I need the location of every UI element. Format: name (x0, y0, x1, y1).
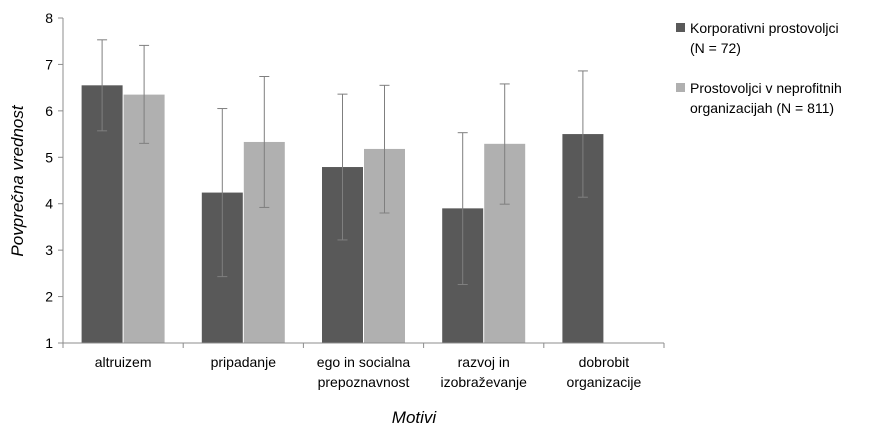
x-tick-label: razvoj in izobraževanje (441, 354, 528, 390)
x-tick-label: dobrobit organizacije (567, 354, 642, 390)
y-axis: 1 2 3 4 5 6 7 8 (45, 10, 64, 351)
legend-label: Korporativni prostovoljci (690, 20, 839, 36)
legend-item: Korporativni prostovoljci (N = 72) (676, 18, 876, 58)
x-tick-label: pripadanje (211, 354, 277, 370)
legend-item: Prostovoljci v neprofitnih organizacijah … (676, 78, 876, 118)
y-tick-label: 5 (45, 149, 53, 165)
y-tick-label: 7 (45, 56, 53, 72)
y-tick-label: 3 (45, 242, 53, 258)
x-axis: altruizem pripadanje ego in socialna prepoz… (62, 342, 665, 390)
legend-label: Prostovoljci v neprofitnih (690, 80, 842, 96)
y-tick-label: 1 (45, 335, 53, 351)
y-axis-title: Povprečna vrednost (8, 104, 27, 256)
x-axis-title: Motivi (392, 408, 438, 427)
x-tick-label: ego in socialna prepoznavnost (317, 354, 411, 390)
legend-swatch (676, 23, 685, 32)
x-tick-label: altruizem (95, 354, 152, 370)
y-tick-label: 8 (45, 10, 53, 26)
bars (81, 85, 604, 344)
legend-swatch (676, 83, 685, 92)
legend-label: (N = 72) (690, 40, 741, 56)
legend-label: organizacijah (N = 811) (690, 100, 835, 116)
legend: Korporativni prostovoljci (N = 72) Prostov… (676, 18, 876, 132)
y-tick-label: 2 (45, 289, 53, 305)
y-tick-label: 4 (45, 196, 53, 212)
y-tick-label: 6 (45, 103, 53, 119)
error-bars (97, 39, 588, 285)
